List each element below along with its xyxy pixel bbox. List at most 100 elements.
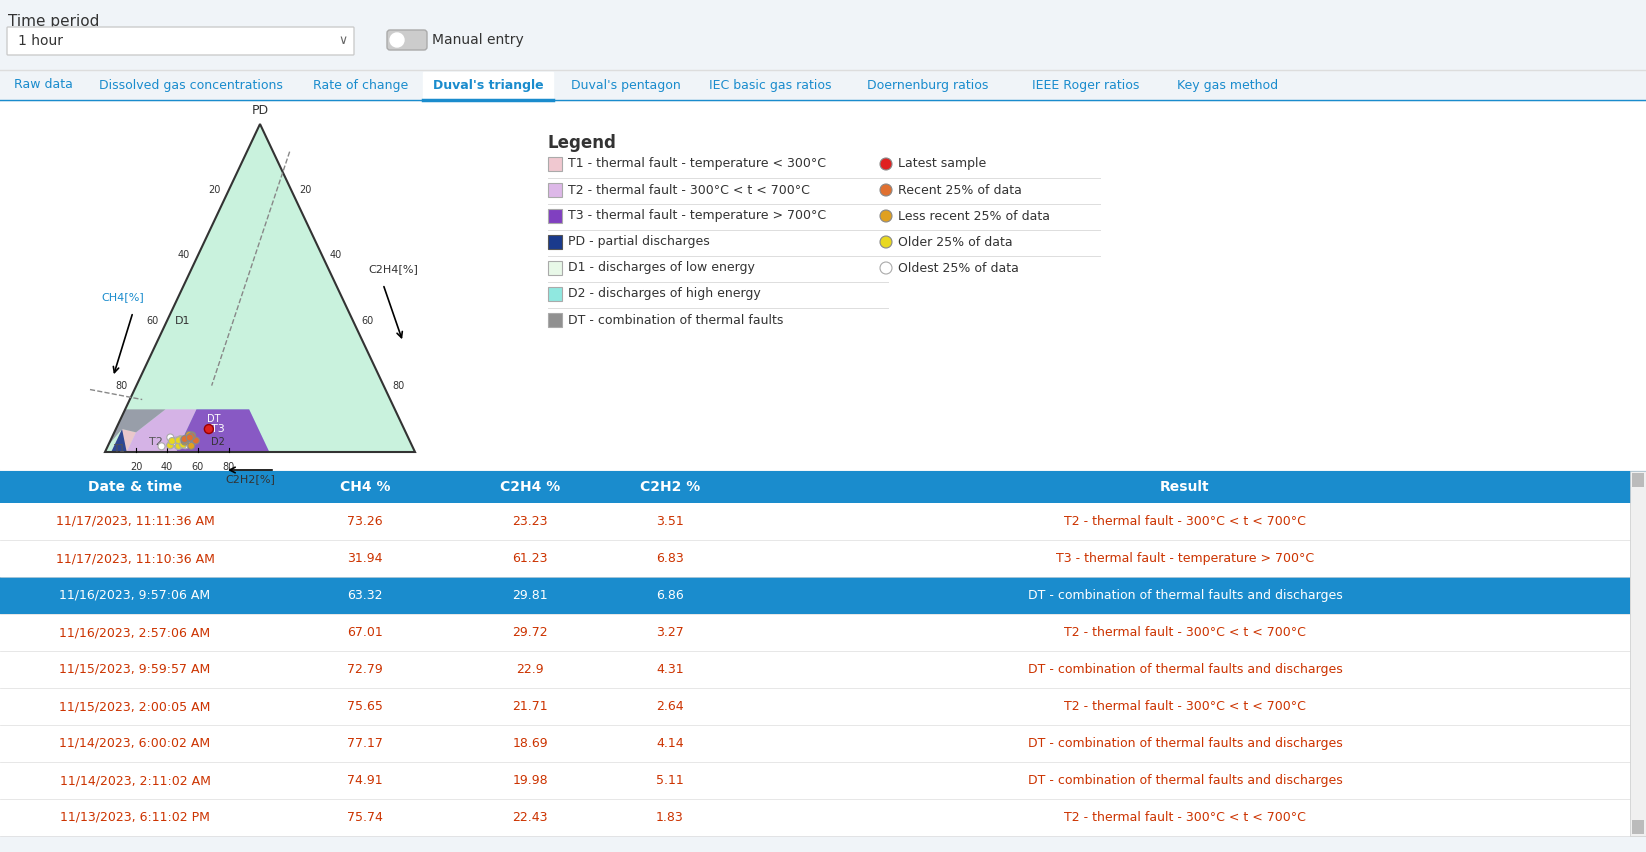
Text: 60: 60 bbox=[360, 316, 374, 325]
Circle shape bbox=[170, 440, 176, 446]
Text: PD - partial discharges: PD - partial discharges bbox=[568, 235, 709, 249]
Text: 19.98: 19.98 bbox=[512, 774, 548, 787]
Text: T1: T1 bbox=[114, 444, 125, 454]
Bar bbox=[548, 287, 561, 301]
Text: Date & time: Date & time bbox=[87, 480, 183, 494]
Bar bbox=[0, 725, 1630, 762]
Circle shape bbox=[181, 441, 189, 449]
Circle shape bbox=[188, 435, 194, 441]
Text: Time period: Time period bbox=[8, 14, 99, 29]
Bar bbox=[548, 183, 561, 197]
Polygon shape bbox=[176, 409, 270, 452]
Bar bbox=[548, 157, 561, 171]
Text: Dissolved gas concentrations: Dissolved gas concentrations bbox=[99, 78, 283, 91]
Text: DT - combination of thermal faults and discharges: DT - combination of thermal faults and d… bbox=[1027, 663, 1343, 676]
Text: Latest sample: Latest sample bbox=[899, 158, 986, 170]
Text: 3.27: 3.27 bbox=[657, 626, 683, 639]
Bar bbox=[423, 72, 553, 100]
Text: 11/15/2023, 9:59:57 AM: 11/15/2023, 9:59:57 AM bbox=[59, 663, 211, 676]
Circle shape bbox=[179, 441, 186, 448]
Text: T1 - thermal fault - temperature < 300°C: T1 - thermal fault - temperature < 300°C bbox=[568, 158, 826, 170]
Text: C2H4 %: C2H4 % bbox=[500, 480, 560, 494]
Text: 40: 40 bbox=[178, 250, 189, 260]
Text: 23.23: 23.23 bbox=[512, 515, 548, 528]
Text: T3: T3 bbox=[211, 424, 226, 434]
FancyBboxPatch shape bbox=[7, 27, 354, 55]
Text: IEC basic gas ratios: IEC basic gas ratios bbox=[709, 78, 831, 91]
Circle shape bbox=[179, 436, 188, 443]
Text: 77.17: 77.17 bbox=[347, 737, 384, 750]
Text: 75.74: 75.74 bbox=[347, 811, 384, 824]
Circle shape bbox=[881, 262, 892, 274]
Text: 11/14/2023, 6:00:02 AM: 11/14/2023, 6:00:02 AM bbox=[59, 737, 211, 750]
Circle shape bbox=[170, 440, 176, 446]
Text: 21.71: 21.71 bbox=[512, 700, 548, 713]
Text: 29.72: 29.72 bbox=[512, 626, 548, 639]
Text: 4.31: 4.31 bbox=[657, 663, 683, 676]
Circle shape bbox=[881, 236, 892, 248]
Text: D1: D1 bbox=[174, 316, 191, 325]
Circle shape bbox=[176, 441, 183, 448]
Polygon shape bbox=[127, 409, 196, 452]
Text: T2 - thermal fault - 300°C < t < 700°C: T2 - thermal fault - 300°C < t < 700°C bbox=[1063, 700, 1305, 713]
Text: 80: 80 bbox=[115, 382, 128, 391]
Circle shape bbox=[166, 442, 173, 449]
Circle shape bbox=[189, 432, 196, 439]
Text: 73.26: 73.26 bbox=[347, 515, 384, 528]
Circle shape bbox=[204, 424, 214, 434]
FancyBboxPatch shape bbox=[387, 30, 426, 50]
Text: 61.23: 61.23 bbox=[512, 552, 548, 565]
Text: Less recent 25% of data: Less recent 25% of data bbox=[899, 210, 1050, 222]
Bar bbox=[0, 688, 1630, 725]
Circle shape bbox=[193, 437, 199, 444]
Circle shape bbox=[181, 439, 188, 446]
Text: 75.65: 75.65 bbox=[347, 700, 384, 713]
Text: Duval's triangle: Duval's triangle bbox=[433, 78, 543, 91]
Text: D2: D2 bbox=[211, 437, 226, 447]
Text: Key gas method: Key gas method bbox=[1177, 78, 1279, 91]
Circle shape bbox=[178, 435, 184, 443]
Circle shape bbox=[186, 434, 193, 441]
Text: 18.69: 18.69 bbox=[512, 737, 548, 750]
Text: T2: T2 bbox=[150, 437, 163, 447]
Text: C2H2[%]: C2H2[%] bbox=[226, 474, 275, 484]
Text: IEEE Roger ratios: IEEE Roger ratios bbox=[1032, 78, 1139, 91]
Text: 80: 80 bbox=[222, 462, 235, 472]
Bar bbox=[0, 503, 1630, 540]
Circle shape bbox=[881, 184, 892, 196]
Text: 3.51: 3.51 bbox=[657, 515, 683, 528]
Text: DT - combination of thermal faults: DT - combination of thermal faults bbox=[568, 314, 783, 326]
Circle shape bbox=[174, 437, 183, 444]
Circle shape bbox=[881, 158, 892, 170]
Text: CH4[%]: CH4[%] bbox=[102, 292, 145, 302]
Text: T2 - thermal fault - 300°C < t < 700°C: T2 - thermal fault - 300°C < t < 700°C bbox=[1063, 811, 1305, 824]
Circle shape bbox=[181, 436, 188, 443]
Text: 29.81: 29.81 bbox=[512, 589, 548, 602]
Text: 60: 60 bbox=[193, 462, 204, 472]
Text: 80: 80 bbox=[392, 382, 405, 391]
Text: DT: DT bbox=[207, 414, 221, 424]
Text: ∨: ∨ bbox=[339, 34, 347, 48]
Bar bbox=[1631, 473, 1644, 487]
Polygon shape bbox=[105, 124, 415, 452]
Text: 22.9: 22.9 bbox=[517, 663, 543, 676]
Text: T2 - thermal fault - 300°C < t < 700°C: T2 - thermal fault - 300°C < t < 700°C bbox=[1063, 515, 1305, 528]
Text: 11/17/2023, 11:10:36 AM: 11/17/2023, 11:10:36 AM bbox=[56, 552, 214, 565]
Bar bbox=[0, 577, 1630, 614]
Text: Legend: Legend bbox=[548, 134, 617, 152]
Circle shape bbox=[166, 434, 174, 441]
Text: Manual entry: Manual entry bbox=[431, 33, 523, 47]
Bar bbox=[548, 261, 561, 275]
Text: C2H2 %: C2H2 % bbox=[640, 480, 700, 494]
Text: DT - combination of thermal faults and discharges: DT - combination of thermal faults and d… bbox=[1027, 737, 1343, 750]
Text: C2H4[%]: C2H4[%] bbox=[369, 264, 418, 274]
Text: Result: Result bbox=[1160, 480, 1210, 494]
Text: T3 - thermal fault - temperature > 700°C: T3 - thermal fault - temperature > 700°C bbox=[1057, 552, 1314, 565]
Circle shape bbox=[170, 440, 176, 446]
Text: D2 - discharges of high energy: D2 - discharges of high energy bbox=[568, 287, 760, 301]
Text: 31.94: 31.94 bbox=[347, 552, 384, 565]
Bar bbox=[1631, 820, 1644, 834]
Text: Rate of change: Rate of change bbox=[313, 78, 408, 91]
Text: DT - combination of thermal faults and discharges: DT - combination of thermal faults and d… bbox=[1027, 589, 1343, 602]
Circle shape bbox=[173, 437, 179, 444]
